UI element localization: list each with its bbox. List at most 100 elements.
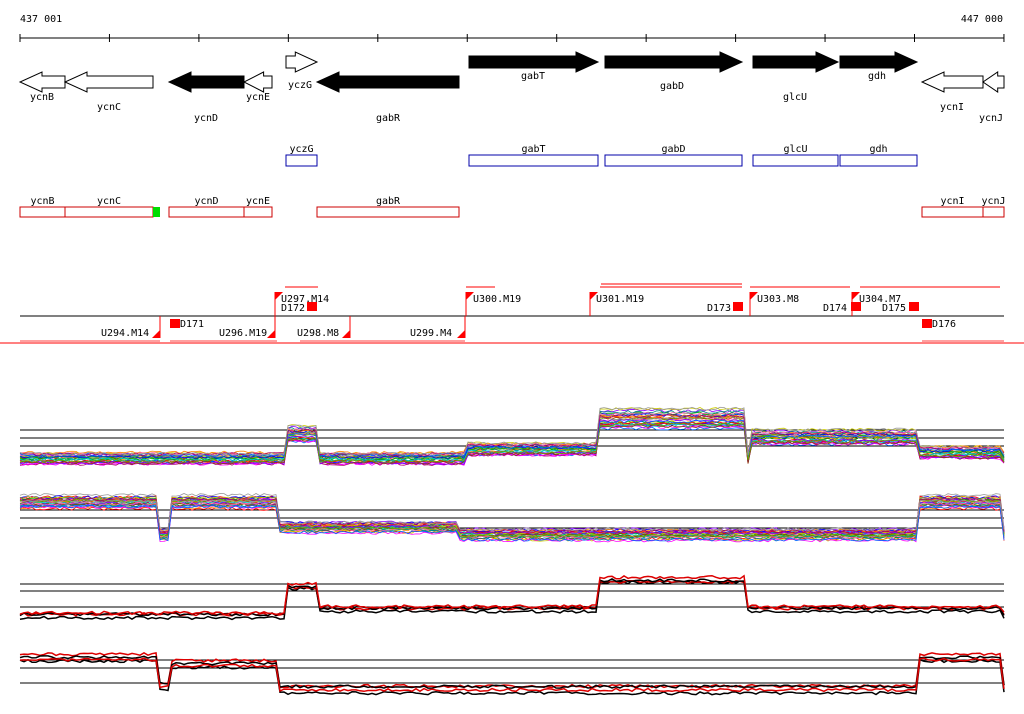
segment-flag[interactable] xyxy=(852,292,860,300)
gene-arrow[interactable] xyxy=(315,71,460,93)
segment-upper-U303.M8[interactable]: U303.M8 xyxy=(749,286,850,316)
segment-upper-D174[interactable]: D174 xyxy=(823,302,861,314)
expression-trace xyxy=(19,497,1005,532)
segment-lower-U294.M14[interactable]: U294.M14 xyxy=(20,316,161,342)
gene-ycnI[interactable]: ycnI xyxy=(920,71,984,113)
segment-lower-D171[interactable]: D171 xyxy=(170,319,277,342)
gene-box[interactable] xyxy=(316,206,460,218)
gene-box-label: gabT xyxy=(521,144,545,155)
segment-marker[interactable] xyxy=(733,302,743,311)
segment-flag[interactable] xyxy=(267,330,275,338)
gene-box-label: ycnB xyxy=(30,196,54,207)
gene-box[interactable] xyxy=(982,206,1005,218)
gene-arrow[interactable] xyxy=(468,51,600,73)
gene-arrow[interactable] xyxy=(752,51,840,73)
coordinate-ruler: 437 001 447 000 xyxy=(19,14,1005,42)
gene-arrow[interactable] xyxy=(604,51,744,73)
segment-label: U296.M19 xyxy=(219,328,267,339)
reverse-box-ycnC[interactable]: ycnC xyxy=(64,196,154,218)
gene-arrow[interactable] xyxy=(920,71,984,93)
gene-box[interactable] xyxy=(19,206,66,218)
gene-gdh[interactable]: gdh xyxy=(839,51,919,82)
segment-flag[interactable] xyxy=(590,292,598,300)
expression-trace xyxy=(19,497,1005,534)
segment-marker[interactable] xyxy=(909,302,919,311)
gene-box[interactable] xyxy=(921,206,984,218)
gene-ycnE[interactable]: ycnE xyxy=(242,71,273,103)
gene-yczG[interactable]: yczG xyxy=(285,51,319,91)
reverse-box-gabR[interactable]: gabR xyxy=(316,196,460,218)
expression-trace xyxy=(19,493,1005,533)
segment-lower-D176[interactable]: D176 xyxy=(922,319,1004,342)
gene-ycnB[interactable]: ycnB xyxy=(18,71,66,103)
gene-glcU[interactable]: glcU xyxy=(752,51,840,103)
expression-trace xyxy=(19,495,1005,533)
forward-box-yczG[interactable]: yczG xyxy=(285,144,318,167)
reverse-box-ycnJ[interactable]: ycnJ xyxy=(981,196,1006,218)
segment-flag[interactable] xyxy=(275,292,283,300)
gene-box[interactable] xyxy=(168,206,245,218)
segment-marker[interactable] xyxy=(851,302,861,311)
segment-upper-D173[interactable]: D173 xyxy=(707,302,743,314)
forward-box-gdh[interactable]: gdh xyxy=(839,144,918,167)
gene-arrow[interactable] xyxy=(285,51,319,73)
segment-flag[interactable] xyxy=(457,330,465,338)
gene-arrow[interactable] xyxy=(167,71,245,93)
expression-trace xyxy=(19,498,1005,533)
gene-arrow[interactable] xyxy=(982,71,1005,93)
reverse-gene-box-track: ycnB ycnC ycnD ycnE gabR ycnI ycnJ xyxy=(19,196,1006,218)
gene-box-label: yczG xyxy=(289,144,313,155)
forward-gene-box-track: yczG gabT gabD glcU gdh xyxy=(285,144,918,167)
segment-marker[interactable] xyxy=(922,319,932,328)
segment-upper-U304.M7[interactable]: U304.M7 xyxy=(851,286,1000,316)
gene-box-label: ycnI xyxy=(940,196,964,207)
reverse-box-ycnB[interactable]: ycnB xyxy=(19,196,66,218)
gene-arrow[interactable] xyxy=(63,71,154,93)
segment-upper-U301.M19[interactable]: U301.M19 xyxy=(589,286,742,316)
segment-label: D172 xyxy=(281,303,305,314)
gene-box[interactable] xyxy=(752,154,839,167)
expression-trace xyxy=(19,414,1005,455)
reverse-box-ycnD[interactable]: ycnD xyxy=(168,196,245,218)
forward-box-gabD[interactable]: gabD xyxy=(604,144,743,167)
gene-gabR[interactable]: gabR xyxy=(315,71,460,124)
segment-lower-U299.M4[interactable]: U299.M4 xyxy=(350,316,466,342)
gene-ycnC[interactable]: ycnC xyxy=(63,71,154,113)
segment-upper-D175[interactable]: D175 xyxy=(882,302,919,314)
gene-box[interactable] xyxy=(64,206,154,218)
gene-arrow[interactable] xyxy=(242,71,273,93)
segment-label: D174 xyxy=(823,303,847,314)
gene-box[interactable] xyxy=(839,154,918,167)
segment-flag[interactable] xyxy=(152,330,160,338)
gene-label: ycnD xyxy=(194,113,218,124)
gene-gabD[interactable]: gabD xyxy=(604,51,744,92)
segment-upper-U300.M19[interactable]: U300.M19 xyxy=(465,286,521,316)
gene-box[interactable] xyxy=(468,154,599,167)
reverse-box-ycnE[interactable]: ycnE xyxy=(243,196,273,218)
segment-upper-U297.M14[interactable]: U297.M14 xyxy=(274,286,329,316)
forward-box-gabT[interactable]: gabT xyxy=(468,144,599,167)
segment-flag[interactable] xyxy=(750,292,758,300)
segment-marker[interactable] xyxy=(307,302,317,311)
segment-lower-U298.M8[interactable]: U298.M8 xyxy=(297,316,351,342)
gene-arrow-track: ycnB ycnC ycnD ycnE yczG gabR gabT gabD glcU gdh y… xyxy=(18,51,1005,124)
segment-lower-U296.M19[interactable]: U296.M19 xyxy=(219,316,276,339)
gene-box[interactable] xyxy=(243,206,273,218)
forward-box-glcU[interactable]: glcU xyxy=(752,144,839,167)
segment-upper-D172[interactable]: D172 xyxy=(281,302,317,314)
segment-flag[interactable] xyxy=(342,330,350,338)
gene-box[interactable] xyxy=(604,154,743,167)
gene-ycnJ[interactable]: ycnJ xyxy=(979,71,1005,124)
expression-panel xyxy=(19,406,1005,466)
gene-label: gdh xyxy=(868,71,886,82)
gene-box[interactable] xyxy=(285,154,318,167)
segment-marker[interactable] xyxy=(170,319,180,328)
gene-gabT[interactable]: gabT xyxy=(468,51,600,82)
expression-trace xyxy=(19,504,1005,542)
gene-arrow[interactable] xyxy=(18,71,66,93)
reverse-box-ycnI[interactable]: ycnI xyxy=(921,196,984,218)
expression-trace xyxy=(19,579,1005,617)
gene-arrow[interactable] xyxy=(839,51,919,73)
gene-ycnD[interactable]: ycnD xyxy=(167,71,245,124)
segment-flag[interactable] xyxy=(466,292,474,300)
